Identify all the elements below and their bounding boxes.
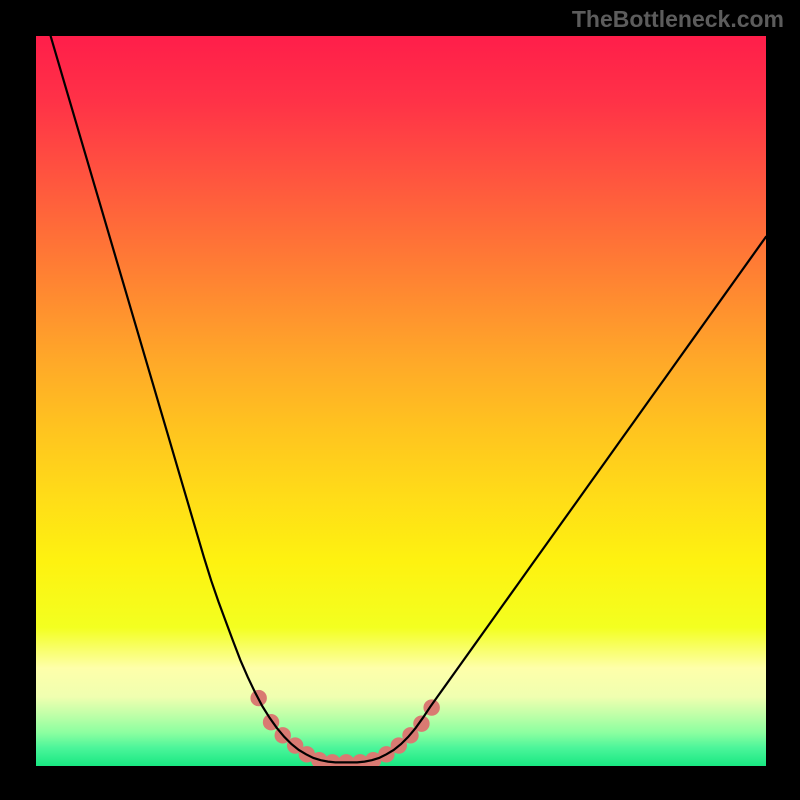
watermark-text: TheBottleneck.com xyxy=(572,6,784,33)
plot-svg xyxy=(36,36,766,766)
plot-frame xyxy=(35,35,767,767)
highlight-dot xyxy=(324,754,340,766)
bottleneck-curve xyxy=(51,36,766,762)
highlight-dot xyxy=(338,754,354,766)
